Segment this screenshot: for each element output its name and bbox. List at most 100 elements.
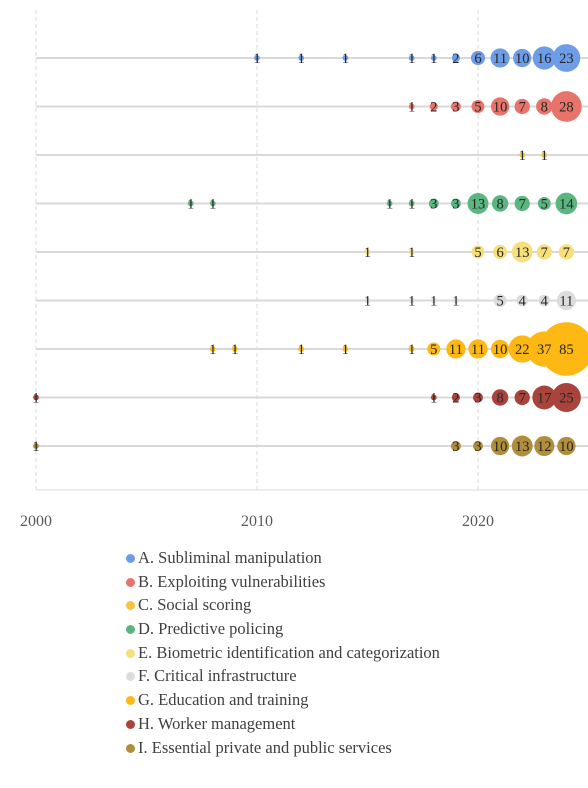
bubble <box>467 193 489 214</box>
x-tick-2000: 2000 <box>20 513 52 530</box>
bubble-marks <box>33 44 588 457</box>
bubble <box>551 91 582 122</box>
legend-item: D. Predictive policing <box>126 617 440 641</box>
data-label: 1 <box>541 148 548 164</box>
bubble <box>492 244 508 260</box>
data-label: 17 <box>537 391 552 407</box>
bubble <box>232 346 238 352</box>
bubble <box>514 195 530 212</box>
data-label: 1 <box>253 51 260 67</box>
bubble <box>471 245 485 259</box>
bubble <box>430 394 437 401</box>
data-label: 10 <box>493 342 508 358</box>
bubble <box>519 152 526 158</box>
data-label: 1 <box>408 294 415 310</box>
data-label: 10 <box>493 100 508 116</box>
x-tick-2020: 2020 <box>462 513 494 530</box>
data-label: 1 <box>519 148 526 164</box>
bubble <box>558 244 575 260</box>
bubble <box>552 44 581 72</box>
bubble <box>408 55 415 61</box>
bubble <box>342 55 349 61</box>
data-label: 1 <box>187 197 194 213</box>
legend-label: E. Biometric identification and categori… <box>138 642 440 662</box>
data-label: 1 <box>209 342 216 358</box>
legend-marker-icon <box>126 601 135 611</box>
legend-marker-icon <box>126 648 135 658</box>
data-labels: 1 1 1 1 1 2 6 11 10 16 231 2 3 5 10 7 8 281 11 1 1 1 3 3 13 8 7 5 14… <box>32 51 574 455</box>
data-label: 6 <box>474 51 481 67</box>
bubble <box>364 297 371 304</box>
data-label: 1 <box>298 342 305 358</box>
bubble <box>514 98 530 115</box>
legend-label: D. Predictive policing <box>138 619 284 639</box>
data-label: 1 <box>298 51 305 67</box>
legend-label: C. Social scoring <box>138 595 252 615</box>
legend-item: C. Social scoring <box>126 593 440 617</box>
data-label: 1 <box>364 294 371 310</box>
legend-item: I. Essential private and public services <box>126 736 440 760</box>
data-label: 13 <box>515 439 530 455</box>
data-label: 5 <box>496 294 503 310</box>
data-label: 8 <box>496 197 503 213</box>
bubble <box>511 435 533 457</box>
data-label: 1 <box>452 294 459 310</box>
data-label: 13 <box>471 197 486 213</box>
bubble <box>541 152 548 158</box>
data-label: 3 <box>452 197 459 213</box>
legend-item: B. Exploiting vulnerabilities <box>126 570 440 594</box>
data-label: 11 <box>493 51 507 67</box>
data-label: 1 <box>364 245 371 261</box>
data-label: 8 <box>496 391 503 407</box>
bubble <box>470 50 486 66</box>
data-label: 16 <box>537 51 552 67</box>
legend-label: F. Critical infrastructure <box>138 666 297 686</box>
bubble <box>187 200 194 207</box>
bubble <box>555 192 578 215</box>
bubble <box>490 97 510 116</box>
data-label: 3 <box>474 439 481 455</box>
data-label: 7 <box>519 100 526 116</box>
bubble <box>446 339 466 359</box>
data-label: 5 <box>430 342 437 358</box>
legend-item: A. Subliminal manipulation <box>126 546 440 570</box>
data-label: 1 <box>430 51 437 67</box>
bubble <box>490 436 510 456</box>
bubble <box>557 436 576 456</box>
bubble <box>386 200 393 207</box>
data-label: 28 <box>559 100 574 116</box>
data-label: 3 <box>430 197 437 213</box>
data-label: 5 <box>474 245 481 261</box>
data-label: 23 <box>559 51 574 67</box>
bubble <box>428 198 439 209</box>
data-label: 1 <box>408 342 415 358</box>
data-label: 1 <box>408 245 415 261</box>
bubble-chart: 1 1 1 1 1 2 6 11 10 16 231 2 3 5 10 7 8 281 11 1 1 1 3 3 13 8 7 5 14… <box>20 10 588 530</box>
bubble <box>342 346 349 352</box>
bubble <box>472 392 484 403</box>
bubble <box>551 383 581 412</box>
data-label: 1 <box>386 197 393 213</box>
data-label: 3 <box>452 439 459 455</box>
data-label: 1 <box>32 391 39 407</box>
bubble <box>538 294 551 307</box>
data-label: 85 <box>559 342 574 358</box>
legend-marker-icon <box>126 625 135 635</box>
bubble <box>408 200 415 207</box>
legend: A. Subliminal manipulation B. Exploiting … <box>126 546 440 759</box>
data-label: 1 <box>342 51 349 67</box>
data-label: 1 <box>408 51 415 67</box>
bubble <box>298 346 305 352</box>
bubble <box>430 297 437 304</box>
data-label: 2 <box>452 51 459 67</box>
data-label: 2 <box>430 100 437 116</box>
data-label: 8 <box>541 100 548 116</box>
bubble <box>491 195 509 212</box>
bubble <box>451 53 461 63</box>
data-label: 7 <box>541 245 548 261</box>
data-label: 1 <box>408 100 415 116</box>
bubble <box>450 198 461 209</box>
data-label: 11 <box>471 342 485 358</box>
data-label: 5 <box>474 100 481 116</box>
bubble <box>408 297 415 304</box>
